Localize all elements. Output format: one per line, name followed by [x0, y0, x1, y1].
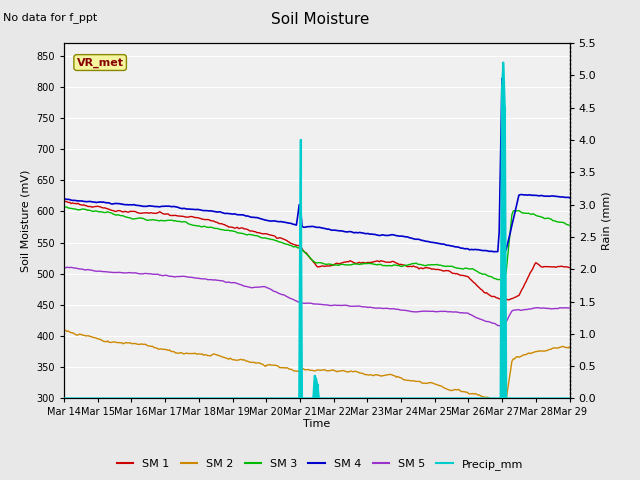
Y-axis label: Soil Moisture (mV): Soil Moisture (mV): [20, 169, 31, 272]
Text: VR_met: VR_met: [77, 58, 124, 68]
Legend: SM 1, SM 2, SM 3, SM 4, SM 5, Precip_mm: SM 1, SM 2, SM 3, SM 4, SM 5, Precip_mm: [112, 455, 528, 474]
Text: Soil Moisture: Soil Moisture: [271, 12, 369, 27]
X-axis label: Time: Time: [303, 419, 330, 429]
Y-axis label: Rain (mm): Rain (mm): [602, 192, 612, 250]
Text: No data for f_ppt: No data for f_ppt: [3, 12, 97, 23]
